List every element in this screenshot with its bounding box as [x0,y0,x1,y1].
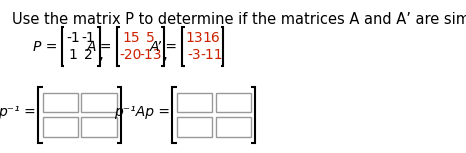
Text: 15: 15 [122,31,140,45]
FancyBboxPatch shape [82,93,116,112]
Text: p⁻¹ =: p⁻¹ = [0,105,36,119]
FancyBboxPatch shape [177,93,212,112]
FancyBboxPatch shape [177,117,212,137]
Text: P =: P = [33,40,57,54]
FancyBboxPatch shape [216,93,251,112]
Text: 1: 1 [69,48,77,62]
Text: 13: 13 [185,31,203,45]
Text: 16: 16 [202,31,220,45]
FancyBboxPatch shape [42,117,78,137]
Text: ,: , [163,47,168,62]
Text: A’ =: A’ = [150,40,178,54]
Text: ,: , [98,47,103,62]
Text: 5: 5 [146,31,155,45]
Text: -13: -13 [139,48,162,62]
FancyBboxPatch shape [42,93,78,112]
Text: -1: -1 [82,31,96,45]
Text: -1: -1 [66,31,80,45]
Text: -20: -20 [120,48,142,62]
Text: 2: 2 [84,48,93,62]
Text: Use the matrix P to determine if the matrices A and A’ are similar.: Use the matrix P to determine if the mat… [12,12,466,27]
Text: p⁻¹Ap =: p⁻¹Ap = [114,105,171,119]
Text: -3: -3 [188,48,201,62]
FancyBboxPatch shape [216,117,251,137]
Text: -11: -11 [200,48,223,62]
Text: A =: A = [87,40,112,54]
FancyBboxPatch shape [82,117,116,137]
